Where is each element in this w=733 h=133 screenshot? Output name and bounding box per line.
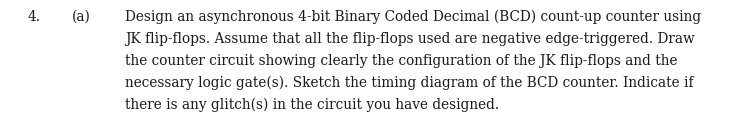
Text: Design an asynchronous 4-bit Binary Coded Decimal (BCD) count-up counter using: Design an asynchronous 4-bit Binary Code… xyxy=(125,10,701,24)
Text: JK flip-flops. Assume that all the flip-flops used are negative edge-triggered. : JK flip-flops. Assume that all the flip-… xyxy=(125,32,695,46)
Text: (a): (a) xyxy=(72,10,91,24)
Text: 4.: 4. xyxy=(28,10,41,24)
Text: there is any glitch(s) in the circuit you have designed.: there is any glitch(s) in the circuit yo… xyxy=(125,98,499,112)
Text: the counter circuit showing clearly the configuration of the JK flip-flops and t: the counter circuit showing clearly the … xyxy=(125,54,677,68)
Text: necessary logic gate(s). Sketch the timing diagram of the BCD counter. Indicate : necessary logic gate(s). Sketch the timi… xyxy=(125,76,693,90)
